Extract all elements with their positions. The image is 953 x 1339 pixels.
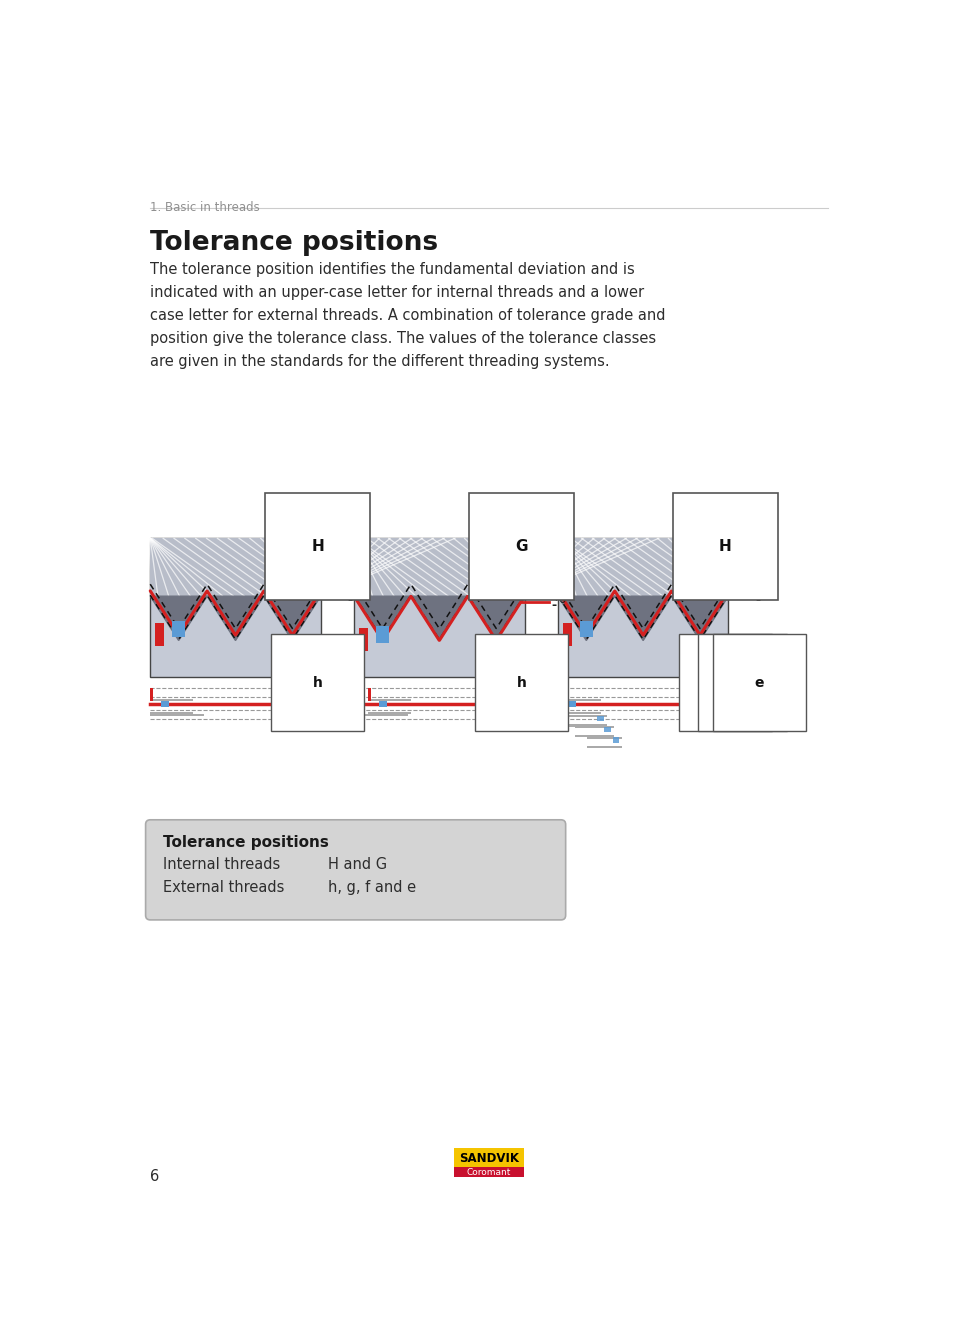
Bar	[150, 703, 204, 706]
Text: 6: 6	[150, 1169, 159, 1185]
Polygon shape	[558, 596, 728, 640]
Bar	[150, 699, 193, 702]
FancyBboxPatch shape	[146, 819, 565, 920]
Bar	[558, 712, 599, 714]
Bar	[154, 623, 164, 645]
Bar	[368, 699, 410, 702]
Bar	[358, 628, 368, 651]
Bar	[150, 538, 320, 596]
Bar	[558, 538, 728, 596]
Bar	[378, 702, 386, 707]
Bar	[558, 699, 599, 702]
Bar	[368, 712, 410, 714]
Bar	[575, 726, 613, 728]
Bar	[150, 538, 320, 676]
Bar	[558, 538, 728, 676]
Bar	[597, 716, 603, 722]
Text: +: +	[489, 695, 497, 706]
Text: Coromant: Coromant	[466, 1168, 511, 1177]
Bar	[612, 738, 618, 743]
Bar	[587, 746, 621, 749]
Text: +: +	[286, 695, 294, 706]
Bar	[563, 715, 606, 718]
Bar	[575, 735, 613, 738]
Text: -: -	[489, 700, 495, 714]
Bar	[562, 623, 571, 645]
Text: -: -	[348, 593, 353, 607]
Text: 0: 0	[354, 588, 361, 600]
Bar	[354, 538, 524, 596]
Text: h: h	[313, 676, 322, 690]
Text: -: -	[551, 599, 557, 612]
Text: +: +	[551, 593, 559, 604]
Text: 0: 0	[496, 695, 503, 708]
Text: h: h	[516, 676, 526, 690]
Polygon shape	[354, 596, 524, 640]
Bar	[161, 702, 169, 707]
Text: h, g, f and e: h, g, f and e	[328, 880, 416, 894]
Text: The tolerance position identifies the fundamental deviation and is
indicated wit: The tolerance position identifies the fu…	[150, 262, 665, 368]
Text: SANDVIK: SANDVIK	[458, 1152, 518, 1165]
Bar	[354, 714, 408, 716]
Text: 0: 0	[760, 588, 768, 600]
Polygon shape	[150, 596, 320, 640]
Text: 0: 0	[558, 593, 565, 605]
Text: -: -	[755, 593, 760, 607]
Bar	[568, 702, 576, 707]
Text: +: +	[348, 588, 356, 599]
Bar	[587, 736, 621, 739]
Text: -: -	[286, 700, 291, 714]
Bar	[150, 714, 204, 716]
Bar	[150, 712, 193, 714]
Bar	[454, 1168, 523, 1177]
Text: e: e	[754, 676, 763, 690]
Bar	[354, 538, 524, 676]
Text: f: f	[739, 676, 744, 690]
Text: G: G	[515, 540, 527, 554]
Text: 1. Basic in threads: 1. Basic in threads	[150, 201, 260, 214]
Text: Internal threads: Internal threads	[162, 857, 279, 872]
Bar	[375, 625, 388, 643]
Text: H: H	[311, 540, 324, 554]
Text: +: +	[693, 695, 701, 706]
Text: Tolerance positions: Tolerance positions	[150, 230, 438, 256]
Bar	[558, 688, 560, 702]
Text: 0: 0	[699, 695, 706, 708]
Text: External threads: External threads	[162, 880, 284, 894]
Bar	[454, 1148, 523, 1177]
Text: H: H	[719, 540, 731, 554]
Bar	[354, 703, 408, 706]
Text: Tolerance positions: Tolerance positions	[162, 836, 328, 850]
Bar	[579, 620, 592, 637]
Text: -: -	[693, 700, 698, 714]
Bar	[368, 688, 371, 702]
Text: +: +	[755, 588, 763, 599]
Text: H and G: H and G	[328, 857, 387, 872]
Bar	[563, 724, 606, 727]
Text: g: g	[720, 676, 729, 690]
Text: 0: 0	[292, 695, 299, 708]
Bar	[150, 688, 153, 702]
Bar	[172, 620, 185, 637]
Bar	[604, 727, 610, 732]
